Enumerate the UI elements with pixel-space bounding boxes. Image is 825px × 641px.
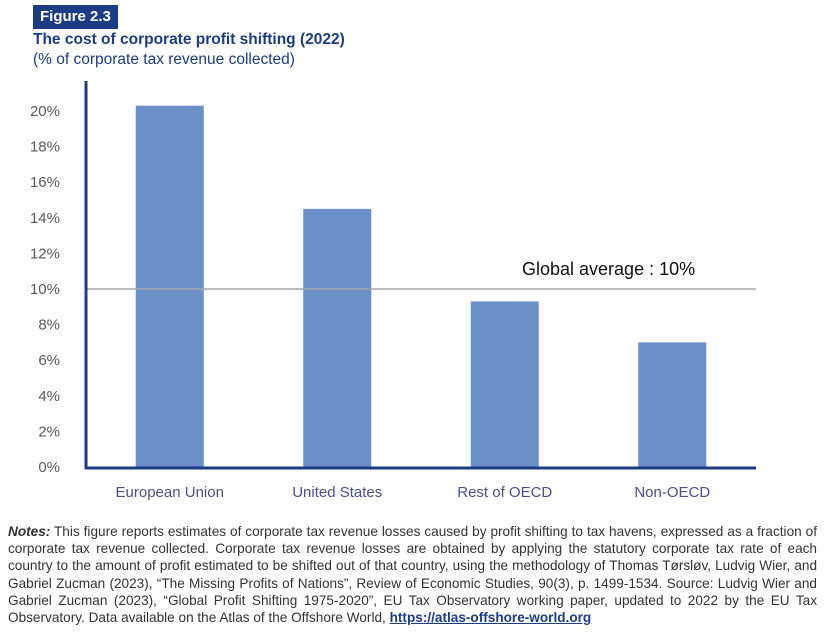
y-tick-label: 6% [38,352,60,369]
y-tick-label: 4% [38,388,60,405]
y-tick-label: 2% [38,423,60,440]
y-axis-ticks: 0% 2% 4% 6% 8% 10% 12% 14% 16% 18% 20% [30,103,60,476]
figure-label: Figure 2.3 [33,5,118,29]
atlas-link[interactable]: https://atlas-offshore-world.org [389,610,592,626]
notes: Notes: This figure reports estimates of … [8,523,817,626]
axes [84,81,756,470]
y-tick-label: 12% [30,245,60,262]
x-axis-labels: European Union United States Rest of OECD N… [116,484,711,501]
chart-subtitle: (% of corporate tax revenue collected) [33,51,295,68]
x-tick-label: United States [292,484,382,501]
y-tick-label: 16% [30,174,60,191]
x-tick-label: Non-OECD [634,484,710,501]
y-tick-label: 10% [30,281,60,298]
y-tick-label: 18% [30,139,60,156]
y-tick-label: 14% [30,210,60,227]
chart-title: The cost of corporate profit shifting (2… [33,31,345,48]
reference-line-group: Global average : 10% [86,259,756,290]
bar [470,301,539,467]
reference-line-label: Global average : 10% [522,259,695,279]
x-tick-label: Rest of OECD [457,484,552,501]
notes-text: This figure reports estimates of corpora… [8,524,817,626]
y-tick-label: 8% [38,317,60,334]
y-tick-label: 20% [30,103,60,120]
x-tick-label: European Union [116,484,224,501]
y-tick-label: 0% [38,459,60,476]
bar [135,105,204,467]
bars [135,105,707,467]
bar [303,208,372,467]
bar [638,342,707,467]
bar-chart: 0% 2% 4% 6% 8% 10% 12% 14% 16% 18% 20% Global aver… [30,81,756,501]
notes-label: Notes: [8,524,51,539]
